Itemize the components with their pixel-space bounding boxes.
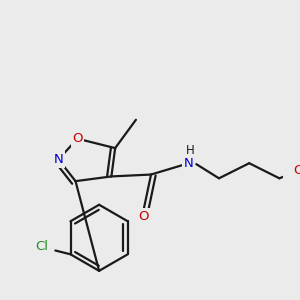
Text: O: O (138, 210, 149, 223)
Text: O: O (293, 164, 300, 177)
Text: H: H (186, 143, 195, 157)
Text: N: N (54, 153, 63, 166)
Text: O: O (72, 132, 83, 145)
Text: N: N (184, 157, 194, 170)
Text: Cl: Cl (36, 240, 49, 253)
